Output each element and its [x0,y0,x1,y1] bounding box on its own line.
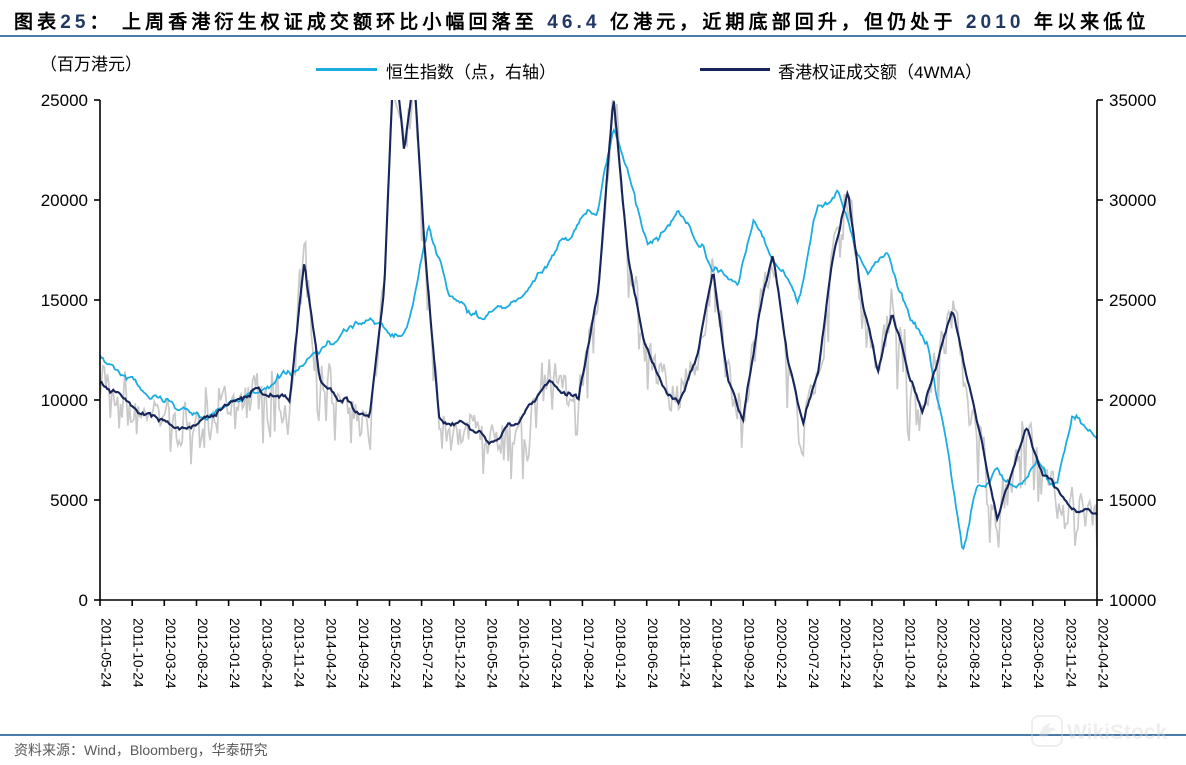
svg-text:2018-11-24: 2018-11-24 [677,618,692,688]
svg-text:2019-09-24: 2019-09-24 [742,618,757,689]
svg-text:2011-05-24: 2011-05-24 [99,618,114,688]
svg-text:2020-12-24: 2020-12-24 [838,618,853,689]
svg-text:5000: 5000 [50,491,88,510]
svg-text:2013-11-24: 2013-11-24 [292,618,307,688]
svg-text:25000: 25000 [41,91,88,110]
svg-text:2014-09-24: 2014-09-24 [356,618,371,689]
svg-text:20000: 20000 [41,191,88,210]
svg-text:10000: 10000 [41,391,88,410]
svg-text:2014-04-24: 2014-04-24 [324,618,339,689]
svg-text:2023-06-24: 2023-06-24 [1031,618,1046,689]
svg-text:WikiStock: WikiStock [1067,721,1167,744]
svg-text:2011-10-24: 2011-10-24 [131,618,146,688]
svg-text:30000: 30000 [1109,191,1156,210]
svg-text:2022-03-24: 2022-03-24 [935,618,950,689]
svg-text:2015-07-24: 2015-07-24 [420,618,435,689]
svg-text:2015-02-24: 2015-02-24 [388,618,403,689]
svg-text:2012-08-24: 2012-08-24 [195,618,210,689]
svg-text:2022-08-24: 2022-08-24 [967,618,982,689]
svg-text:15000: 15000 [1109,491,1156,510]
svg-text:10000: 10000 [1109,591,1156,610]
svg-text:2017-08-24: 2017-08-24 [581,618,596,689]
svg-text:2023-01-24: 2023-01-24 [999,618,1014,689]
svg-text:2017-03-24: 2017-03-24 [549,618,564,689]
svg-text:2023-11-24: 2023-11-24 [1063,618,1078,688]
svg-text:2020-07-24: 2020-07-24 [806,618,821,689]
svg-text:0: 0 [79,591,88,610]
svg-text:25000: 25000 [1109,291,1156,310]
svg-text:2020-02-24: 2020-02-24 [774,618,789,689]
svg-text:2021-10-24: 2021-10-24 [903,618,918,689]
svg-text:2018-06-24: 2018-06-24 [645,618,660,689]
svg-text:2024-04-24: 2024-04-24 [1096,618,1111,689]
svg-text:35000: 35000 [1109,91,1156,110]
svg-text:2016-05-24: 2016-05-24 [484,618,499,689]
svg-text:2016-10-24: 2016-10-24 [517,618,532,689]
svg-text:2019-04-24: 2019-04-24 [710,618,725,689]
svg-text:20000: 20000 [1109,391,1156,410]
svg-text:2012-03-24: 2012-03-24 [163,618,178,689]
svg-text:15000: 15000 [41,291,88,310]
svg-text:2021-05-24: 2021-05-24 [870,618,885,689]
svg-text:2018-01-24: 2018-01-24 [613,618,628,689]
svg-text:2013-06-24: 2013-06-24 [259,618,274,689]
svg-text:2015-12-24: 2015-12-24 [452,618,467,689]
svg-text:2013-01-24: 2013-01-24 [227,618,242,689]
